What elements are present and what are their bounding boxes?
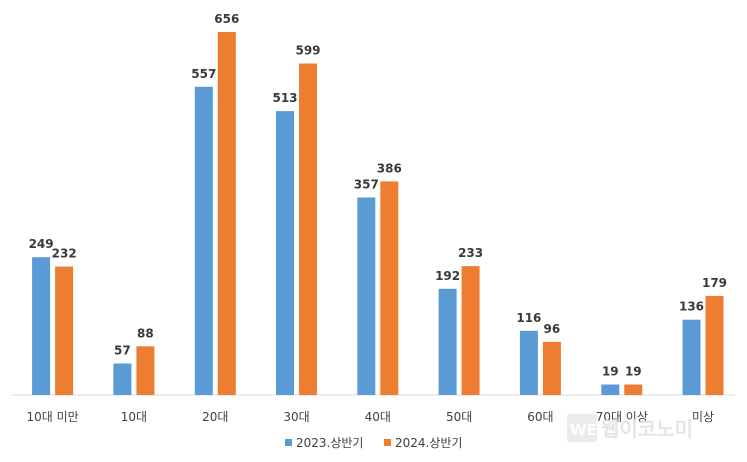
watermark-text: 웹이코노미: [601, 417, 693, 441]
legend-label-2024: 2024.상반기: [395, 436, 462, 450]
bar-2023-7: [601, 384, 620, 395]
bar-2023-0: [32, 257, 51, 395]
bar-2023-5: [438, 288, 457, 395]
value-label-2024-2: 656: [214, 12, 239, 26]
category-label-1: 10대: [121, 410, 147, 424]
legend-label-2023: 2023.상반기: [296, 436, 363, 450]
legend: 2023.상반기 2024.상반기: [285, 436, 462, 450]
bar-2024-8: [705, 295, 724, 395]
bar-2023-6: [519, 330, 538, 395]
value-label-2024-7: 19: [625, 365, 642, 379]
bar-2023-4: [357, 197, 376, 395]
category-label-0: 10대 미만: [26, 410, 78, 424]
bar-2023-1: [113, 363, 132, 395]
value-label-2023-8: 136: [679, 300, 704, 314]
value-label-2023-7: 19: [602, 365, 619, 379]
value-label-2023-0: 249: [29, 237, 54, 251]
bar-2024-2: [217, 32, 236, 395]
watermark-badge-text: WE: [570, 421, 597, 439]
watermark-badge-icon: [567, 414, 597, 442]
value-label-2023-4: 357: [354, 178, 379, 192]
value-label-2024-6: 96: [544, 322, 561, 336]
bar-2024-6: [542, 341, 561, 395]
bar-2024-5: [461, 266, 480, 395]
value-label-2024-8: 179: [702, 276, 727, 290]
value-label-2023-1: 57: [114, 344, 131, 358]
category-label-4: 40대: [365, 410, 391, 424]
bar-2024-0: [55, 266, 74, 395]
value-label-2023-6: 116: [516, 311, 541, 325]
bar-2024-3: [299, 63, 317, 395]
value-label-2024-5: 233: [458, 246, 483, 260]
legend-item-2023: 2023.상반기: [285, 436, 363, 450]
value-label-2023-3: 513: [272, 91, 297, 105]
value-label-2023-2: 557: [191, 67, 216, 81]
legend-item-2024: 2024.상반기: [384, 436, 462, 450]
value-label-2023-5: 192: [435, 269, 460, 283]
bar-2023-8: [682, 319, 701, 395]
category-label-5: 50대: [446, 410, 472, 424]
value-label-2024-4: 386: [377, 161, 402, 175]
bar-2024-4: [380, 181, 399, 395]
bar-2024-7: [624, 384, 643, 395]
category-label-8: 미상: [692, 410, 714, 424]
value-label-2024-3: 599: [295, 44, 320, 58]
bar-2023-2: [194, 86, 213, 396]
category-labels-layer: 10대 미만 10대 20대 30대 40대 50대 60대 70대 이상 미상: [26, 410, 714, 424]
category-label-2: 20대: [202, 410, 228, 424]
value-label-2024-1: 88: [137, 326, 154, 340]
legend-swatch-2024: [384, 439, 391, 446]
bars-layer: [32, 32, 724, 396]
legend-swatch-2023: [285, 439, 292, 446]
watermark: WE 웹이코노미: [567, 414, 693, 442]
bar-2023-3: [276, 111, 294, 395]
value-label-2024-0: 232: [52, 247, 77, 261]
category-label-6: 60대: [527, 410, 553, 424]
category-label-7: 70대 이상: [596, 410, 648, 424]
bar-2024-1: [136, 346, 155, 395]
category-label-3: 30대: [283, 410, 309, 424]
